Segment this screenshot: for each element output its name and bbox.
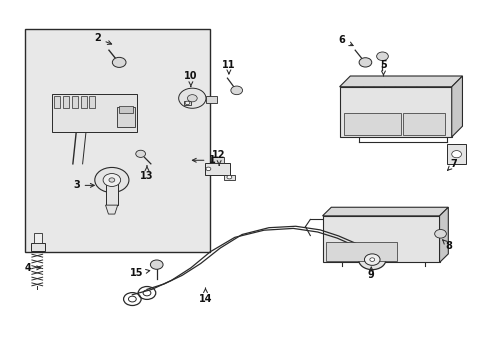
Bar [205, 96, 216, 103]
Bar [339, 87, 451, 137]
Text: 8: 8 [442, 240, 452, 251]
Circle shape [112, 57, 126, 67]
Bar [117, 107, 135, 127]
Bar [224, 175, 234, 180]
Polygon shape [439, 207, 447, 262]
Text: 3: 3 [73, 180, 94, 190]
Circle shape [434, 229, 446, 238]
Bar [81, 96, 86, 108]
Text: 12: 12 [212, 150, 225, 166]
Text: 10: 10 [184, 71, 197, 86]
Polygon shape [451, 76, 462, 137]
Bar [52, 94, 137, 132]
Circle shape [103, 174, 121, 186]
Bar [326, 242, 396, 261]
Circle shape [369, 258, 374, 261]
Circle shape [230, 86, 242, 95]
Bar [119, 106, 133, 113]
Bar [25, 30, 210, 252]
Polygon shape [105, 205, 118, 214]
Bar [31, 243, 44, 251]
Circle shape [184, 101, 189, 105]
Circle shape [187, 95, 197, 102]
Circle shape [178, 88, 205, 108]
Bar [205, 163, 229, 175]
Circle shape [109, 178, 115, 182]
Bar [34, 233, 41, 243]
Text: 11: 11 [222, 60, 235, 74]
Polygon shape [339, 76, 462, 87]
Text: 9: 9 [367, 267, 374, 280]
Bar [446, 144, 466, 164]
Circle shape [226, 175, 231, 179]
Bar [54, 96, 60, 108]
Circle shape [358, 249, 385, 270]
Bar [72, 96, 78, 108]
Text: 13: 13 [140, 166, 153, 181]
Text: 6: 6 [338, 35, 352, 46]
Circle shape [136, 150, 145, 157]
Text: 14: 14 [198, 288, 212, 304]
Bar [211, 157, 223, 163]
Text: 2: 2 [94, 33, 111, 44]
Text: 1: 1 [192, 155, 216, 165]
Text: 15: 15 [129, 268, 149, 278]
Bar [63, 96, 69, 108]
Bar [402, 113, 445, 135]
Circle shape [376, 52, 387, 60]
Bar [183, 101, 191, 105]
Circle shape [95, 167, 129, 193]
Bar [322, 216, 439, 262]
Circle shape [150, 260, 163, 269]
Bar [89, 96, 95, 108]
Text: 7: 7 [447, 159, 457, 170]
Circle shape [205, 167, 210, 171]
Bar [344, 113, 400, 135]
Circle shape [364, 254, 379, 265]
Circle shape [358, 58, 371, 67]
Circle shape [451, 150, 461, 158]
Bar [105, 181, 118, 205]
Text: 4: 4 [24, 263, 41, 273]
Text: 5: 5 [379, 60, 386, 76]
Polygon shape [322, 207, 447, 216]
